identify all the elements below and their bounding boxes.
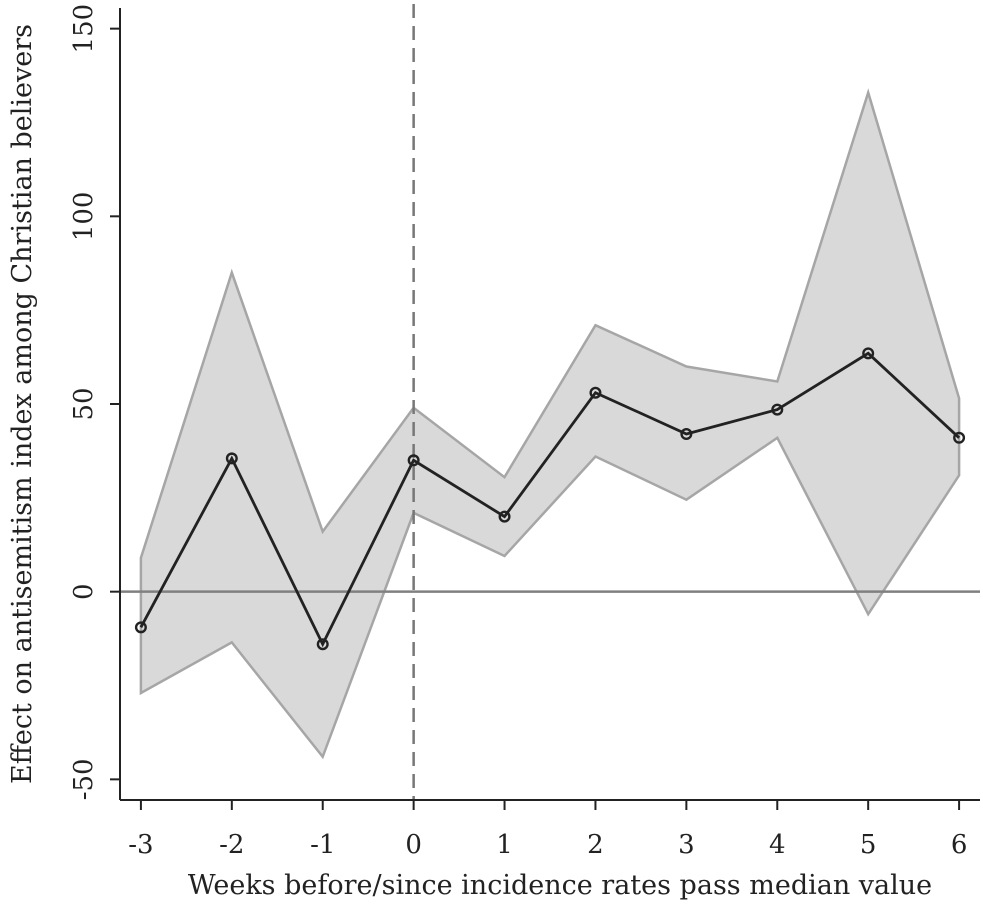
series-layer (134, 347, 966, 651)
data-point (771, 403, 784, 416)
axes-layer: -50 0 50 100 150 -3 -2 -1 0 1 2 3 4 5 6 (69, 4, 980, 860)
data-point (316, 638, 329, 651)
data-point (134, 621, 147, 634)
x-tick-label: 0 (405, 830, 422, 860)
series-line (139, 351, 961, 648)
x-axis-label: Weeks before/since incidence rates pass … (188, 870, 932, 901)
y-tick-label: 0 (69, 583, 99, 600)
y-tick-label: 100 (69, 192, 99, 242)
y-tick-label: -50 (69, 758, 99, 800)
reference-lines-layer (120, 4, 980, 800)
x-tick-label: 2 (587, 830, 604, 860)
x-tick-label: 4 (769, 830, 786, 860)
x-tick-label: -1 (310, 830, 335, 860)
data-point (680, 428, 693, 441)
data-point (225, 452, 238, 465)
data-point (589, 386, 602, 399)
x-tick-label: 6 (951, 830, 968, 860)
data-point (862, 347, 875, 360)
data-point (498, 510, 511, 523)
confidence-band (139, 88, 961, 760)
y-tick-label: 50 (69, 387, 99, 420)
x-tick-label: 3 (678, 830, 695, 860)
y-axis-label: Effect on antisemitism index among Chris… (7, 24, 38, 784)
data-point (953, 431, 966, 444)
x-tick-label: 5 (860, 830, 877, 860)
x-tick-label: -2 (219, 830, 244, 860)
x-tick-label: 1 (496, 830, 513, 860)
y-tick-label: 150 (69, 4, 99, 54)
confidence-band-layer (139, 88, 961, 760)
data-point (407, 454, 420, 467)
x-tick-label: -3 (128, 830, 153, 860)
